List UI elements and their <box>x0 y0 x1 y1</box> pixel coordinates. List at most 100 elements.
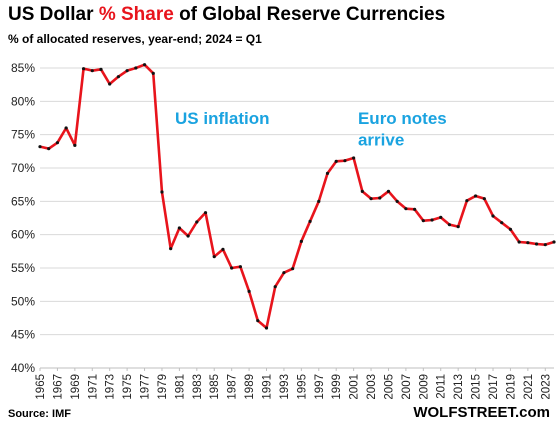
x-tick-label: 1977 <box>140 374 152 400</box>
data-point <box>203 211 208 215</box>
data-point <box>81 67 86 71</box>
x-tick-label: 1979 <box>157 374 169 400</box>
y-tick-label: 55% <box>11 261 35 275</box>
x-tick-label: 1967 <box>52 374 64 400</box>
chart-points <box>38 63 556 330</box>
data-point <box>308 219 312 223</box>
data-point <box>291 267 295 271</box>
data-point <box>142 63 147 67</box>
data-point <box>404 207 408 211</box>
x-tick-label: 1965 <box>35 374 47 400</box>
data-point <box>177 226 181 230</box>
data-point <box>238 265 242 269</box>
data-point <box>47 147 51 151</box>
chart-series <box>38 63 556 330</box>
data-point <box>64 126 68 130</box>
data-point <box>473 194 478 198</box>
data-point <box>421 219 425 223</box>
x-tick-label: 2007 <box>401 374 413 400</box>
data-point <box>151 71 155 75</box>
data-point <box>430 218 434 222</box>
x-tick-label: 2001 <box>349 374 361 400</box>
data-point <box>552 240 556 244</box>
x-tick-label: 2009 <box>418 374 430 400</box>
chart-gridlines <box>40 67 554 369</box>
x-tick-label: 2019 <box>505 374 517 400</box>
x-tick-label: 1985 <box>209 374 221 400</box>
chart-subtitle: % of allocated reserves, year-end; 2024 … <box>8 32 262 46</box>
data-point <box>456 225 460 229</box>
data-point <box>108 82 112 86</box>
data-point <box>99 67 103 71</box>
y-tick-label: 65% <box>11 194 35 208</box>
x-tick-label: 2021 <box>523 374 535 400</box>
x-tick-label: 1975 <box>122 374 134 400</box>
data-point <box>508 227 513 231</box>
y-tick-label: 70% <box>11 161 35 175</box>
y-tick-label: 50% <box>11 294 35 308</box>
data-point <box>299 239 303 243</box>
data-point <box>55 141 60 145</box>
title-part-2: of Global Reserve Currencies <box>173 4 446 25</box>
x-tick-label: 2023 <box>540 374 552 400</box>
data-point <box>413 207 417 211</box>
chart-title: US Dollar % Share of Global Reserve Curr… <box>8 4 445 26</box>
data-point <box>447 223 452 227</box>
annotation-label: US inflation <box>175 109 269 128</box>
chart-annotations: US inflation Euro notes arrive <box>175 109 447 149</box>
y-axis-tick-labels: 40% 45% 50% 55% 60% 65% 70% 75% 80% 85% <box>11 61 35 375</box>
data-point <box>90 69 94 73</box>
x-tick-label: 1991 <box>262 374 274 400</box>
y-tick-label: 40% <box>11 361 35 375</box>
data-point <box>465 199 469 203</box>
data-point <box>343 159 347 163</box>
x-tick-label: 1987 <box>227 374 239 400</box>
data-point <box>439 215 443 219</box>
x-tick-label: 1973 <box>105 374 117 400</box>
x-tick-label: 1995 <box>296 374 308 400</box>
x-tick-label: 2015 <box>471 374 483 400</box>
data-point <box>169 247 173 251</box>
data-point <box>247 289 251 293</box>
data-point <box>360 189 364 193</box>
x-axis-tick-labels: 1965 1967 1969 1971 1973 1975 1977 1979 1981 1983… <box>35 374 552 400</box>
data-point <box>491 214 495 218</box>
data-point <box>369 197 373 201</box>
data-point <box>134 66 138 70</box>
data-point <box>482 197 486 201</box>
x-tick-label: 2005 <box>383 374 395 400</box>
x-tick-label: 1983 <box>192 374 204 400</box>
data-point <box>325 171 330 175</box>
x-tick-label: 1969 <box>70 374 82 400</box>
x-tick-label: 2013 <box>453 374 465 400</box>
data-point <box>534 242 539 246</box>
data-point <box>543 243 547 247</box>
data-point <box>395 199 399 203</box>
brand-logo: WOLFSTREET.com <box>413 404 550 421</box>
y-tick-label: 80% <box>11 94 35 108</box>
data-point <box>195 220 199 224</box>
data-point <box>352 156 356 160</box>
x-tick-label: 2003 <box>366 374 378 400</box>
data-point <box>186 234 190 238</box>
annotation-label: Euro notes <box>358 109 447 128</box>
x-tick-label: 1999 <box>331 374 343 400</box>
title-part-1: US Dollar <box>8 4 99 25</box>
data-point <box>73 143 77 147</box>
title-highlight: % Share <box>98 4 174 25</box>
y-tick-label: 85% <box>11 61 35 75</box>
y-tick-label: 60% <box>11 228 35 242</box>
data-point <box>517 240 521 244</box>
annotation-label: arrive <box>358 130 404 149</box>
x-tick-label: 1981 <box>174 374 186 400</box>
source-label: Source: IMF <box>8 408 71 420</box>
data-point <box>230 266 234 270</box>
data-point <box>282 271 286 275</box>
y-tick-label: 75% <box>11 128 35 142</box>
y-tick-label: 45% <box>11 328 35 342</box>
x-tick-label: 1971 <box>87 374 99 400</box>
data-point <box>386 189 391 193</box>
x-tick-label: 2017 <box>488 374 500 400</box>
data-point <box>38 145 42 149</box>
